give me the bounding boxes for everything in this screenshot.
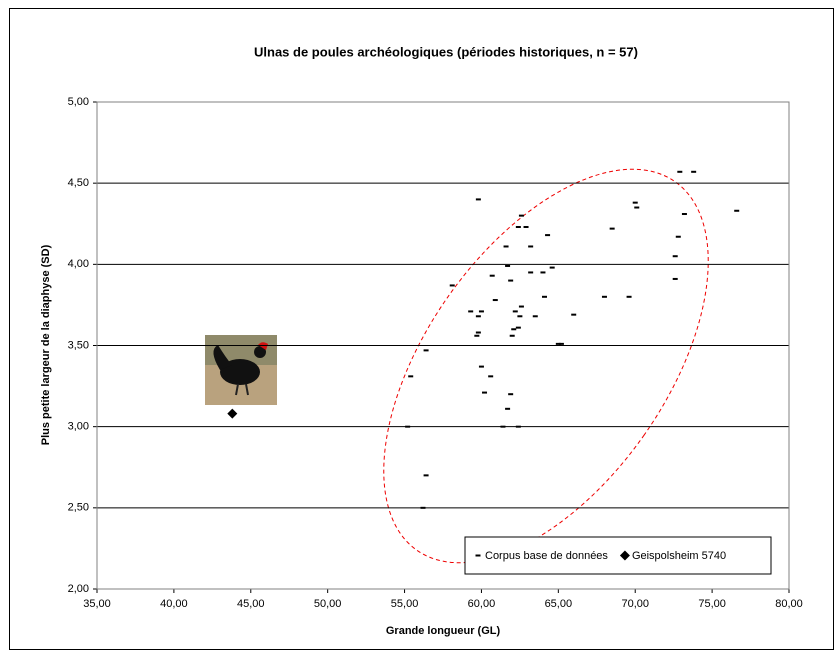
data-point — [634, 206, 640, 209]
data-point — [500, 425, 506, 428]
data-point — [449, 284, 455, 287]
data-point — [532, 315, 538, 318]
data-point — [508, 279, 514, 282]
data-point — [528, 245, 534, 248]
data-point — [541, 295, 547, 298]
y-tick-label: 2,50 — [68, 502, 89, 514]
data-point — [632, 201, 638, 204]
data-point — [518, 214, 524, 217]
data-point — [523, 225, 529, 228]
legend-label: Geispolsheim 5740 — [632, 550, 726, 562]
plot-area — [96, 101, 790, 590]
x-tick-label: 80,00 — [775, 598, 803, 610]
data-point — [512, 310, 518, 313]
data-point — [423, 349, 429, 352]
x-tick-label: 70,00 — [621, 598, 649, 610]
x-tick-label: 55,00 — [391, 598, 419, 610]
data-point — [691, 170, 697, 173]
data-point — [609, 227, 615, 230]
data-point — [475, 331, 481, 334]
data-point — [515, 326, 521, 329]
data-point — [423, 474, 429, 477]
data-point — [515, 225, 521, 228]
data-point — [482, 391, 488, 394]
data-point — [478, 365, 484, 368]
x-tick-label: 65,00 — [545, 598, 573, 610]
chart-title: Ulnas de poules archéologiques (périodes… — [254, 44, 638, 59]
data-point — [517, 315, 523, 318]
data-point — [549, 266, 555, 269]
data-point — [626, 295, 632, 298]
data-point — [681, 213, 687, 216]
data-point — [227, 408, 238, 419]
data-point — [601, 295, 607, 298]
data-point — [503, 245, 509, 248]
data-point — [508, 393, 514, 396]
data-point — [545, 234, 551, 237]
legend-marker — [619, 550, 630, 561]
data-point — [677, 170, 683, 173]
x-tick-label: 60,00 — [468, 598, 496, 610]
data-point — [478, 310, 484, 313]
x-tick-label: 50,00 — [314, 598, 342, 610]
data-point — [672, 277, 678, 280]
data-point — [474, 334, 480, 337]
x-axis-label: Grande longueur (GL) — [386, 625, 501, 637]
data-point — [475, 315, 481, 318]
y-tick-label: 2,00 — [68, 583, 89, 595]
data-point — [540, 271, 546, 274]
data-point — [505, 407, 511, 410]
data-point — [488, 375, 494, 378]
legend-box — [464, 536, 772, 575]
data-point — [528, 271, 534, 274]
data-point — [555, 342, 561, 345]
data-point — [420, 506, 426, 509]
y-tick-label: 5,00 — [68, 96, 89, 108]
data-point — [475, 198, 481, 201]
data-point — [511, 328, 517, 331]
data-point — [489, 274, 495, 277]
data-point — [468, 310, 474, 313]
data-point — [558, 342, 564, 345]
rooster-picture — [205, 335, 277, 405]
data-point — [505, 264, 511, 267]
x-tick-label: 75,00 — [698, 598, 726, 610]
data-point — [675, 235, 681, 238]
x-tick-label: 35,00 — [83, 598, 111, 610]
data-point — [405, 425, 411, 428]
y-tick-label: 3,00 — [68, 421, 89, 433]
data-point — [509, 334, 515, 337]
data-point — [408, 375, 414, 378]
legend-marker — [475, 554, 481, 557]
y-axis-label: Plus petite largeur de la diaphyse (SD) — [40, 244, 52, 445]
x-tick-label: 40,00 — [160, 598, 188, 610]
data-point — [492, 299, 498, 302]
data-point — [515, 425, 521, 428]
data-point — [672, 255, 678, 258]
y-tick-label: 4,00 — [68, 258, 89, 270]
data-point — [571, 313, 577, 316]
y-tick-label: 3,50 — [68, 339, 89, 351]
x-tick-label: 45,00 — [237, 598, 265, 610]
data-point — [734, 209, 740, 212]
y-tick-label: 4,50 — [68, 177, 89, 189]
highlight-ellipse — [383, 168, 709, 564]
legend-label: Corpus base de données — [485, 550, 608, 562]
data-point — [518, 305, 524, 308]
